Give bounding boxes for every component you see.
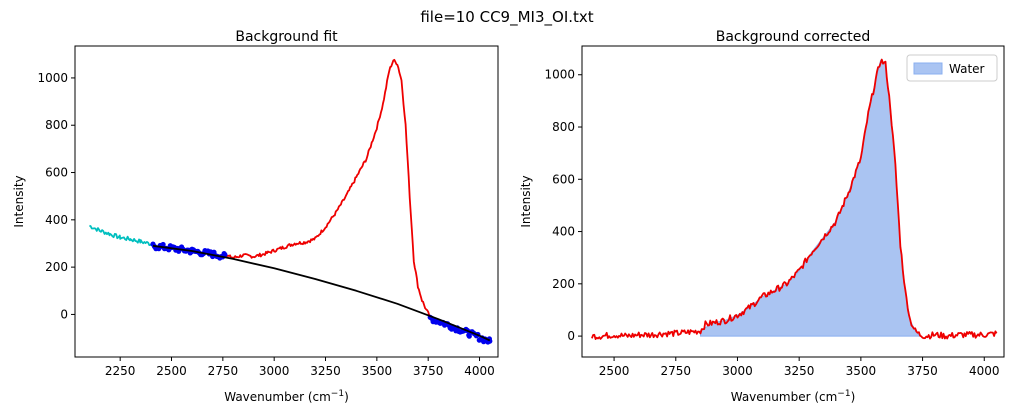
x-tick-label: 3750 xyxy=(413,364,444,378)
axes-title: Background fit xyxy=(235,29,338,45)
axes-title: Background corrected xyxy=(716,29,871,45)
x-tick-label: 4000 xyxy=(969,364,1000,378)
x-tick-label: 2500 xyxy=(599,364,630,378)
scatter-point xyxy=(160,241,166,248)
x-tick-label: 3500 xyxy=(846,364,877,378)
y-axis-label: Intensity xyxy=(12,175,26,227)
x-tick-label: 3000 xyxy=(259,364,290,378)
y-tick-label: 600 xyxy=(45,166,68,180)
y-tick-label: 200 xyxy=(45,260,68,274)
y-tick-label: 1000 xyxy=(37,71,68,85)
y-tick-label: 200 xyxy=(552,277,575,291)
legend-label: Water xyxy=(949,62,985,76)
axes-background-corrected: 2500 2750 3000 3250 3500 3750 4000 0 200 400 600 80… xyxy=(519,29,1005,404)
y-tick-label: 400 xyxy=(45,213,68,227)
legend: Water xyxy=(906,54,998,82)
x-tick-label: 3250 xyxy=(310,364,341,378)
x-tick-label: 2750 xyxy=(661,364,692,378)
scatter-point xyxy=(466,333,472,339)
x-tick-label: 3250 xyxy=(784,364,815,378)
x-tick-label: 3500 xyxy=(362,364,393,378)
series-line-0 xyxy=(89,224,152,246)
y-tick-label: 1000 xyxy=(544,68,575,82)
axes-frame xyxy=(74,45,499,358)
legend-swatch xyxy=(913,62,943,75)
series-line-1 xyxy=(224,58,431,317)
scatter-point xyxy=(222,252,228,258)
figure-title: file=10 CC9_MI3_OI.txt xyxy=(420,8,593,27)
x-tick-label: 2250 xyxy=(105,364,136,378)
axes-frame xyxy=(581,45,1005,358)
series-line-4 xyxy=(152,244,491,342)
x-tick-label: 4000 xyxy=(464,364,495,378)
series-line-1 xyxy=(591,58,998,340)
y-tick-label: 0 xyxy=(567,329,575,343)
y-tick-label: 0 xyxy=(60,307,68,321)
y-tick-label: 600 xyxy=(552,172,575,186)
x-tick-label: 2750 xyxy=(208,364,239,378)
y-axis-label: Intensity xyxy=(519,175,533,227)
plot-area xyxy=(89,58,493,345)
x-tick-label: 3000 xyxy=(722,364,753,378)
area-water xyxy=(700,59,922,337)
y-tick-label: 800 xyxy=(45,118,68,132)
x-tick-label: 3750 xyxy=(907,364,938,378)
y-tick-label: 400 xyxy=(552,225,575,239)
y-tick-label: 800 xyxy=(552,120,575,134)
plot-area xyxy=(591,58,998,340)
x-tick-label: 2500 xyxy=(156,364,187,378)
axes-background-fit: 2250 2500 2750 3000 3250 3500 3750 4000 0 200 400 6… xyxy=(12,29,499,404)
x-axis-label: Wavenumber (cm−1) xyxy=(224,389,349,404)
x-axis-label: Wavenumber (cm−1) xyxy=(731,389,856,404)
